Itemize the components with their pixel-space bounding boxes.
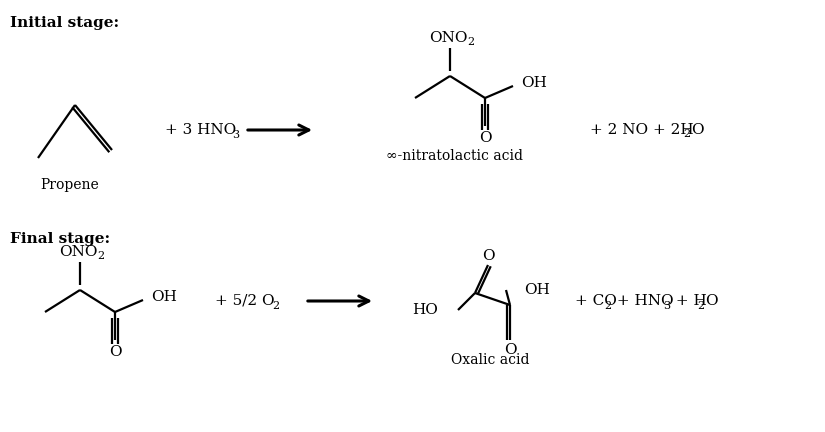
Text: 2: 2 xyxy=(467,37,474,47)
Text: + CO: + CO xyxy=(575,294,617,308)
Text: + 2 NO + 2H: + 2 NO + 2H xyxy=(590,123,694,137)
Text: ONO: ONO xyxy=(59,245,97,259)
Text: O: O xyxy=(504,343,516,357)
Text: HO: HO xyxy=(412,303,438,317)
Text: Oxalic acid: Oxalic acid xyxy=(450,353,530,367)
Text: Final stage:: Final stage: xyxy=(10,232,110,246)
Text: + HNO: + HNO xyxy=(612,294,674,308)
Text: 2: 2 xyxy=(97,251,104,261)
Text: + 5/2 O: + 5/2 O xyxy=(215,294,275,308)
Text: O: O xyxy=(478,131,492,145)
Text: 2: 2 xyxy=(604,301,611,311)
Text: OH: OH xyxy=(151,290,177,304)
Text: 2: 2 xyxy=(683,129,691,139)
Text: ∞-nitratolactic acid: ∞-nitratolactic acid xyxy=(386,149,524,163)
Text: OH: OH xyxy=(521,76,547,90)
Text: 2: 2 xyxy=(697,301,704,311)
Text: ONO: ONO xyxy=(429,31,467,45)
Text: + 3 HNO: + 3 HNO xyxy=(165,123,236,137)
Text: O: O xyxy=(691,123,704,137)
Text: O: O xyxy=(705,294,718,308)
Text: O: O xyxy=(482,249,494,263)
Text: Propene: Propene xyxy=(40,178,99,192)
Text: OH: OH xyxy=(524,283,550,297)
Text: 2: 2 xyxy=(272,301,279,311)
Text: 3: 3 xyxy=(663,301,670,311)
Text: Initial stage:: Initial stage: xyxy=(10,16,119,30)
Text: + H: + H xyxy=(671,294,707,308)
Text: O: O xyxy=(109,345,121,359)
Text: 3: 3 xyxy=(232,130,239,140)
